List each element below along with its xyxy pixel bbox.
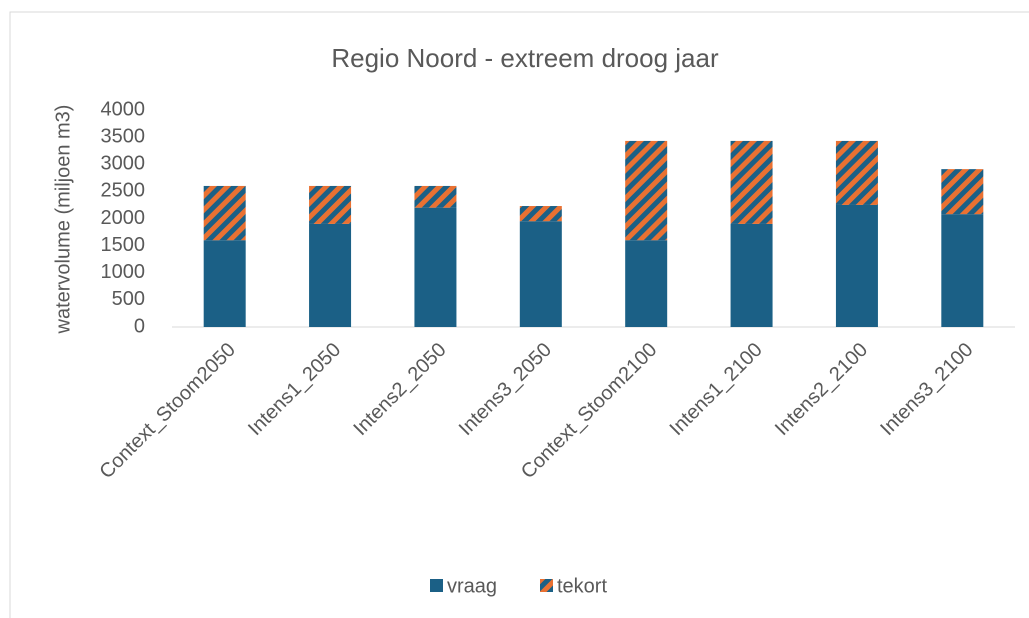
bar-segment [941,214,984,327]
y-tick-label: 0 [134,315,145,337]
bar-segment [309,223,352,327]
bar-segment [625,140,668,241]
y-tick-label: 1500 [101,234,146,256]
y-axis-label: watervolume (miljoen m3) [52,105,74,335]
bar-segment [835,204,878,327]
bar-segment [414,185,457,208]
y-tick-label: 3500 [101,125,146,147]
legend-label: vraag [447,575,497,597]
y-tick-label: 2500 [101,180,146,202]
legend-swatch [540,579,553,592]
y-tick-label: 500 [112,288,145,310]
bar-segment [730,140,773,224]
y-tick-label: 1000 [101,261,146,283]
bar-segment [203,185,246,241]
bar-segment [309,185,352,224]
y-tick-label: 2000 [101,207,146,229]
y-tick-label: 3000 [101,153,146,175]
legend-label: tekort [557,575,607,597]
chart-title: Regio Noord - extreem droog jaar [331,43,719,73]
bar-segment [414,207,457,327]
y-tick-label: 4000 [101,98,146,120]
bar-segment [730,223,773,327]
legend-swatch [430,579,443,592]
bar-segment [519,221,562,327]
bar-segment [941,169,984,215]
bar-segment [625,240,668,327]
bar-segment [519,206,562,222]
bar-segment [203,240,246,327]
bar-segment [835,140,878,205]
